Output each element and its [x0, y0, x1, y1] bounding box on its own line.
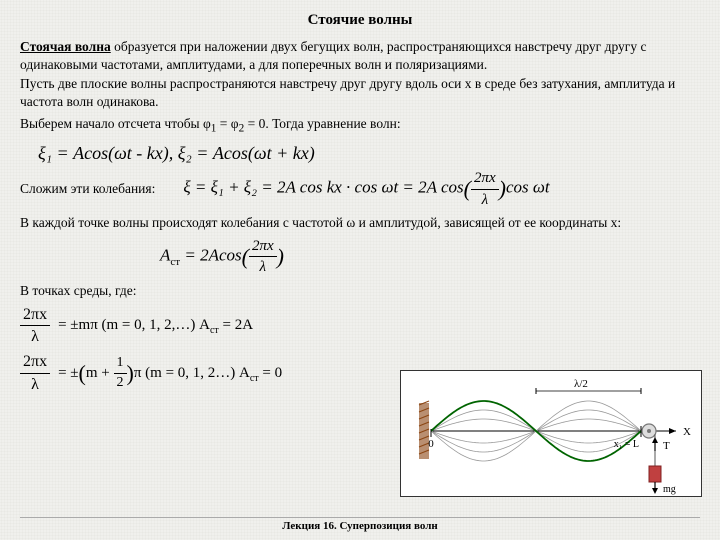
equation-3: Aст = 2Acos(2πxλ)	[160, 236, 700, 278]
svg-text:T: T	[663, 440, 670, 452]
para-3: Выберем начало отсчета чтобы φ1 = φ2 = 0…	[20, 115, 700, 137]
equation-2: ξ = ξ₁ + ξ₂ = 2A cos kx · cos ωt = 2A co…	[183, 168, 549, 210]
page-title: Стоячие волны	[20, 10, 700, 30]
para-1: Стоячая волна образуется при наложении д…	[20, 38, 700, 111]
svg-text:mg: mg	[663, 484, 676, 495]
equation-1: ξ₁ = Acos(ωt - kx), ξ₂ = Acos(ωt + kx)	[20, 141, 700, 165]
condition-node: 2πxλ = ±(m + 12)π (m = 0, 1, 2…) Aст = 0	[20, 351, 400, 395]
svg-text:λ/2: λ/2	[574, 378, 588, 390]
para-sum: Сложим эти колебания: ξ = ξ₁ + ξ₂ = 2A c…	[20, 168, 700, 210]
para-5: В каждой точке волны происходят колебани…	[20, 214, 700, 232]
para-6: В точках среды, где:	[20, 282, 700, 300]
condition-antinode: 2πxλ = ±mπ (m = 0, 1, 2,…) Aст = 2A	[20, 304, 400, 348]
svg-text:x₁ = L: x₁ = L	[614, 439, 639, 450]
footer-text: Лекция 16. Суперпозиция волн	[0, 519, 720, 534]
svg-text:0: 0	[428, 438, 434, 450]
lead-term: Стоячая волна	[20, 39, 111, 54]
svg-text:X: X	[683, 426, 691, 438]
standing-wave-diagram: λ/2 0 x₁ = L X Tmg	[400, 370, 702, 497]
